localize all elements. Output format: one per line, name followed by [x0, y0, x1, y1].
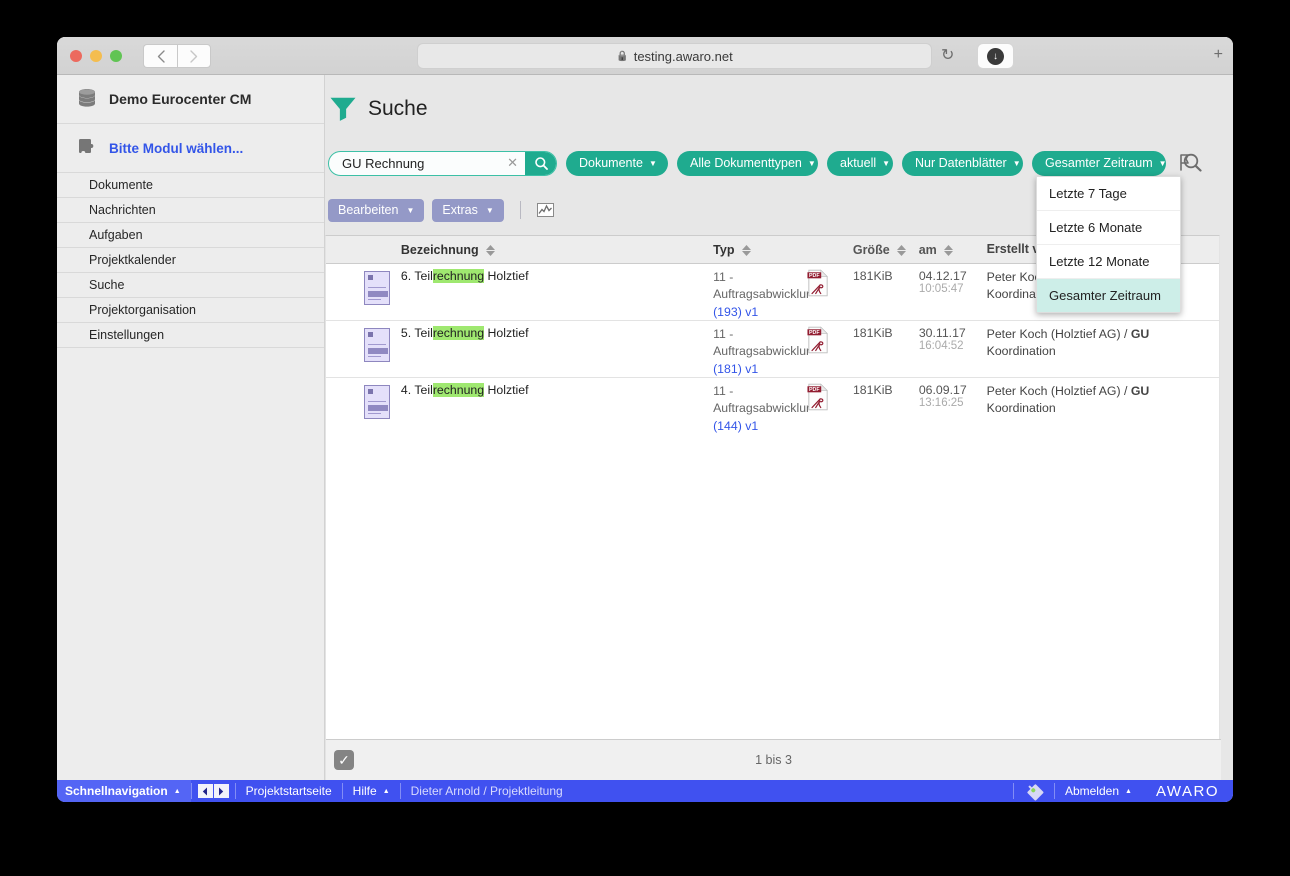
svg-text:PDF: PDF — [809, 330, 820, 336]
svg-text:PDF: PDF — [809, 273, 820, 279]
svg-text:PDF: PDF — [809, 387, 820, 393]
